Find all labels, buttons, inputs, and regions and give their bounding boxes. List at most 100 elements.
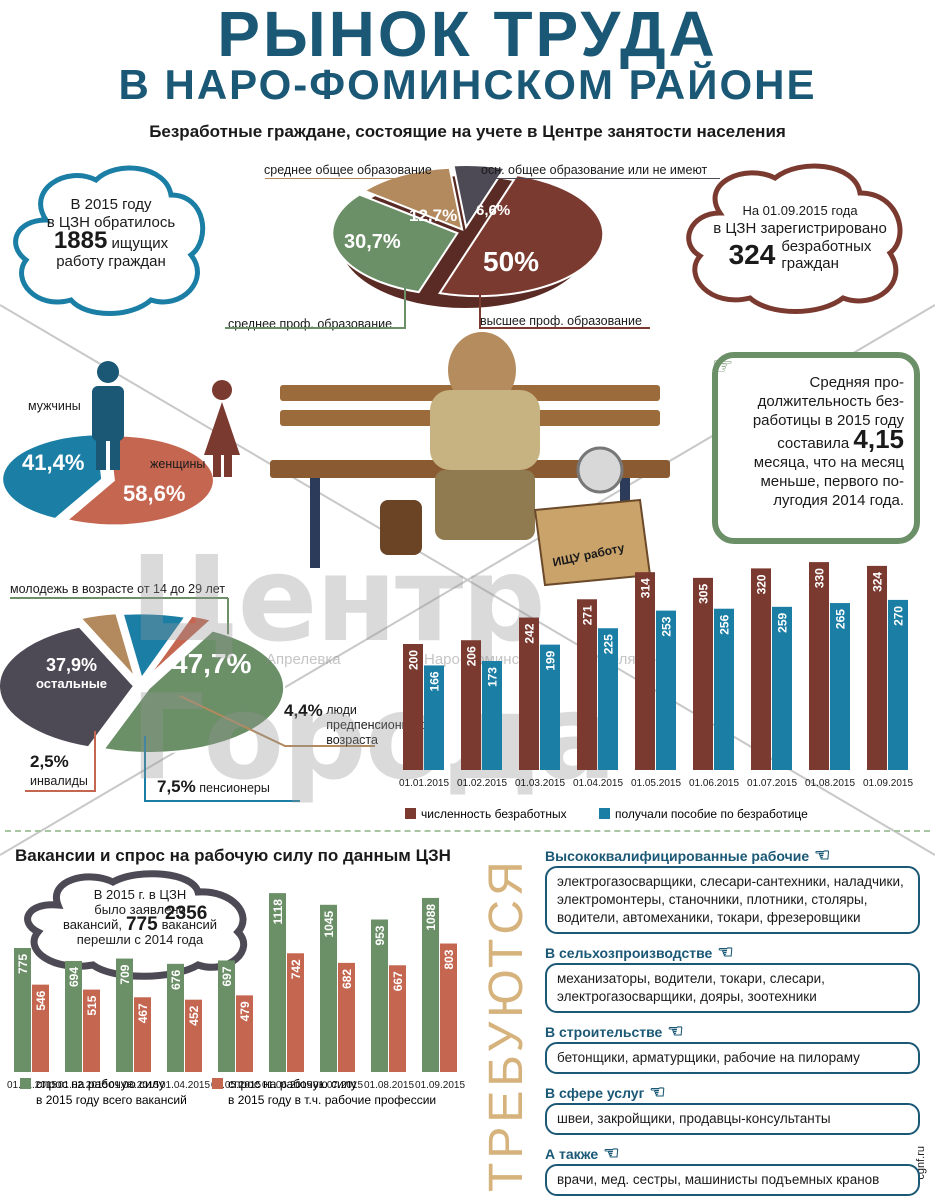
bar-unemp-s1-8 <box>867 565 887 770</box>
bar-label-unemp-s2-4: 253 <box>660 616 674 636</box>
bar-vac-s1-4 <box>218 960 235 1072</box>
pointing-hand-icon: ☞ <box>712 353 734 380</box>
gender-pct-men: 41,4% <box>22 450 85 475</box>
legend-label2-vac-0: в 2015 году всего вакансий <box>36 1093 187 1107</box>
age-disabled: 2,5% инвалиды <box>30 753 88 790</box>
left-cloud-line1: В 2015 году <box>70 196 152 213</box>
duration-line6: меньше, первого по- <box>760 473 904 490</box>
bar-unemp-s1-1 <box>461 640 481 770</box>
bar-unemp-s1-5 <box>693 577 713 770</box>
duration-line1: Средняя про- <box>809 374 904 391</box>
bar-vac-s1-5 <box>269 893 286 1072</box>
duration-line7: лугодия 2014 года. <box>773 492 904 509</box>
bar-vac-s2-5 <box>287 953 304 1072</box>
bar-unemp-s2-0 <box>424 665 444 770</box>
bar-label-unemp-s2-3: 225 <box>602 634 616 654</box>
bar-label-unemp-s2-5: 256 <box>718 614 732 634</box>
bar-unemp-s1-6 <box>751 568 771 770</box>
duration-number: 4,15 <box>853 424 904 454</box>
edu-slice-higher <box>438 174 605 298</box>
bar-label-vac-s2-8: 803 <box>442 949 456 969</box>
bar-label-vac-s2-4: 479 <box>238 1001 252 1021</box>
edu-label-50: 50% <box>483 246 540 277</box>
right-cloud-line1: На 01.09.2015 года <box>742 203 858 218</box>
left-cloud-shape <box>13 165 206 316</box>
left-cloud-line3: ищущих <box>111 235 169 252</box>
bar-label-unemp-s1-1: 206 <box>465 646 479 666</box>
age-pct-disabled: 2,5% <box>30 752 69 771</box>
bar-label-vac-s2-3: 452 <box>187 1005 201 1025</box>
vacancies-bar-chart: 775 546 01.01.2015 694 515 01.02.2015 709 467 01… <box>7 893 465 1107</box>
vac-cloud-line4: вакансий <box>161 917 218 932</box>
edu-slice-basic <box>452 164 507 230</box>
bar-vac-s1-8 <box>422 897 439 1072</box>
bar-label-vac-s1-4: 697 <box>220 966 234 986</box>
bar-unemp-s2-1 <box>482 661 502 770</box>
vacancy-categories: Высококвалифицированные рабочие ☜ электро… <box>545 845 920 1204</box>
bar-date-unemp-8: 01.09.2015 <box>863 778 913 789</box>
bar-label-unemp-s1-8: 324 <box>871 572 885 592</box>
bar-label-vac-s1-8: 1088 <box>424 904 438 931</box>
section-divider <box>5 830 930 832</box>
needed-word: ТРЕБУЮТСЯ <box>480 857 533 1192</box>
bar-label-unemp-s2-6: 259 <box>776 613 790 633</box>
vacancies-heading: Вакансии и спрос на рабочую силу по данн… <box>15 846 451 865</box>
bar-label-vac-s1-1: 694 <box>67 967 81 987</box>
vacancy-category-text-2: бетонщики, арматурщики, рабочие на пилор… <box>545 1042 920 1074</box>
bar-unemp-s2-8 <box>888 599 908 770</box>
page-title-line2: В НАРО-ФОМИНСКОМ РАЙОНЕ <box>118 61 817 108</box>
right-cloud-line2: в ЦЗН зарегистрировано <box>713 220 887 237</box>
vacancy-category-3: В сфере услуг ☜ швеи, закройщики, продавц… <box>545 1082 920 1135</box>
edu-slice-secondary-prof <box>331 193 459 294</box>
bar-vac-s2-0 <box>32 984 49 1072</box>
bar-label-vac-s1-5: 1118 <box>271 899 285 925</box>
bar-date-vac-8: 01.09.2015 <box>415 1080 465 1091</box>
age-pct-youth: 47,7% <box>172 648 252 679</box>
pointing-hand-icon: ☜ <box>598 1143 620 1163</box>
bar-vac-s2-1 <box>83 989 100 1072</box>
vacancy-category-head-4: А также ☜ <box>545 1143 620 1163</box>
duration-line3: работицы в 2015 году <box>752 412 904 429</box>
vacancy-category-text-1: механизаторы, водители, токари, слесари,… <box>545 963 920 1013</box>
bar-vac-s1-0 <box>14 948 31 1072</box>
page-title: РЫНОК ТРУДА <box>217 0 718 70</box>
bar-date-unemp-6: 01.07.2015 <box>747 778 797 789</box>
bar-label-vac-s2-2: 467 <box>136 1003 150 1023</box>
legend-label-vac-0: спрос на рабочую силу <box>36 1077 165 1091</box>
bar-vac-s2-8 <box>440 943 457 1072</box>
bar-label-vac-s2-7: 667 <box>391 971 405 991</box>
gender-slice-men <box>1 433 104 521</box>
bar-label-vac-s1-7: 953 <box>373 925 387 945</box>
bar-label-unemp-s2-1: 173 <box>486 667 500 687</box>
right-cloud-shape <box>686 163 903 314</box>
legend-swatch-vac-1 <box>212 1078 223 1089</box>
age-pct-others-value: 37,9% <box>45 655 98 675</box>
duration-line4: составила <box>777 435 850 452</box>
legend-label2-vac-1: в 2015 году в т.ч. рабочие профессии <box>228 1093 436 1107</box>
age-slice-disabled <box>147 614 214 678</box>
vacancies-cloud-text: В 2015 г. в ЦЗН было заявлено вакансий, 7… <box>50 887 230 947</box>
edu-label-66: 6,6% <box>476 202 511 219</box>
bar-vac-s1-2 <box>116 958 133 1072</box>
bar-label-vac-s1-3: 676 <box>169 970 183 990</box>
duration-box <box>712 352 920 544</box>
bar-unemp-s2-5 <box>714 608 734 770</box>
edu-label-307: 30,7% <box>344 231 401 253</box>
right-cloud-line4: граждан <box>781 255 839 272</box>
bar-label-unemp-s1-2: 242 <box>523 623 537 643</box>
legend-swatch-unemp-0 <box>405 808 416 819</box>
legend-swatch-unemp-1 <box>599 808 610 819</box>
age-pensioners: 7,5% пенсионеры <box>157 777 270 797</box>
age-pct-pensioners: 7,5% <box>157 777 196 796</box>
needed-word-wrap: ТРЕБУЮТСЯ <box>480 857 533 1192</box>
left-cloud-line4: работу граждан <box>56 253 166 270</box>
vac-cloud-line5: перешли с 2014 года <box>76 932 204 947</box>
gender-slice-women <box>64 434 215 527</box>
age-pct-others: 37,9% остальные <box>36 655 107 691</box>
vacancy-category-text-3: швеи, закройщики, продавцы-консультанты <box>545 1103 920 1135</box>
bar-date-vac-5: 01.06.2015 <box>262 1080 312 1091</box>
gender-pct-women: 58,6% <box>123 481 186 506</box>
edu-cat-basic: осн. общее образование или не имеют <box>481 163 708 177</box>
right-cloud-number: 324 <box>728 239 776 270</box>
bar-label-unemp-s2-2: 199 <box>544 650 558 670</box>
